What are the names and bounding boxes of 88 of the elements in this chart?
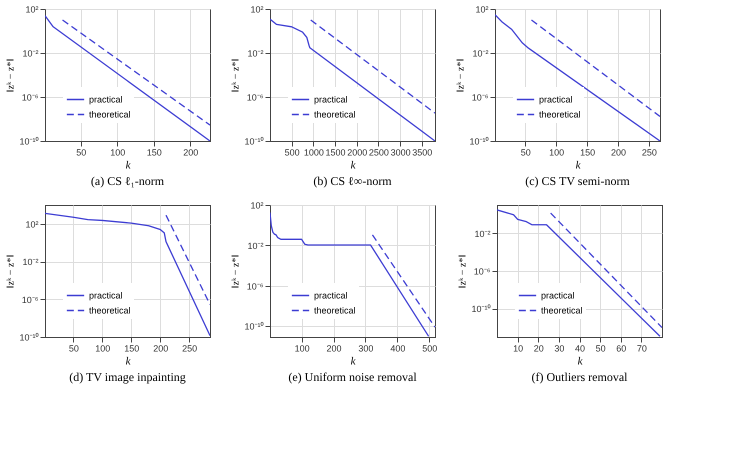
x-tick-label: 3500 xyxy=(412,148,432,158)
x-tick-label: 30 xyxy=(554,344,564,354)
y-tick-label: 10⁻¹⁰ xyxy=(469,136,488,146)
x-axis-title: k xyxy=(126,160,132,172)
x-tick-label: 200 xyxy=(153,344,168,354)
x-tick-label: 150 xyxy=(580,148,596,158)
y-axis-title: ‖zᵏ − z*‖ xyxy=(5,58,16,92)
x-tick-label: 10 xyxy=(513,344,524,354)
y-axis-title: ‖zᵏ − z*‖ xyxy=(230,254,242,288)
y-tick-label: 10⁻² xyxy=(247,48,264,58)
x-tick-label: 70 xyxy=(636,344,647,354)
legend-label: practical xyxy=(541,290,575,300)
y-tick-label: 10⁻¹⁰ xyxy=(471,304,490,314)
legend-label: practical xyxy=(314,290,348,300)
y-tick-label: 10⁻⁶ xyxy=(474,266,491,276)
y-tick-label: 10⁻⁶ xyxy=(22,92,39,102)
x-tick-label: 200 xyxy=(326,344,342,354)
x-tick-label: 200 xyxy=(183,148,198,158)
x-tick-label: 2500 xyxy=(368,148,389,158)
y-tick-label: 10² xyxy=(250,4,264,14)
text: (b) CS ℓ∞-norm xyxy=(313,174,392,188)
y-axis-title: ‖zᵏ − z*‖ xyxy=(457,254,468,288)
x-tick-label: 1500 xyxy=(326,148,346,158)
legend-label: theoretical xyxy=(314,110,356,120)
y-tick-label: 10⁻² xyxy=(22,48,38,58)
x-tick-label: 200 xyxy=(610,148,626,158)
legend-label: theoretical xyxy=(541,306,583,316)
x-tick-label: 3000 xyxy=(390,148,411,158)
y-tick-label: 10⁻⁶ xyxy=(246,281,264,292)
y-tick-label: 10⁻² xyxy=(474,228,490,239)
x-tick-label: 250 xyxy=(182,344,198,354)
text: (d) TV image inpainting xyxy=(69,370,186,384)
legend-label: practical xyxy=(89,94,123,104)
x-tick-label: 400 xyxy=(390,344,406,354)
x-tick-label: 300 xyxy=(358,344,374,354)
x-tick-label: 150 xyxy=(146,148,162,158)
x-tick-label: 2000 xyxy=(347,148,368,158)
x-axis-title: k xyxy=(126,356,132,368)
y-tick-label: 10² xyxy=(25,4,38,14)
x-tick-label: 20 xyxy=(534,344,544,354)
x-tick-label: 60 xyxy=(616,344,626,354)
legend-label: theoretical xyxy=(89,306,131,316)
x-tick-label: 150 xyxy=(124,344,140,354)
x-tick-label: 50 xyxy=(68,344,79,354)
line-series xyxy=(497,209,661,337)
y-tick-label: 10² xyxy=(250,200,264,210)
legend-label: practical xyxy=(539,94,573,104)
x-tick-label: 100 xyxy=(294,344,310,354)
text: (c) CS TV semi-norm xyxy=(525,174,630,188)
x-tick-label: 50 xyxy=(596,344,606,354)
text: (e) Uniform noise removal xyxy=(288,370,418,384)
legend-label: practical xyxy=(314,94,348,104)
x-axis-title: k xyxy=(576,160,582,172)
line-series xyxy=(270,212,430,337)
y-tick-label: 10² xyxy=(25,219,38,230)
y-tick-label: 10⁻⁶ xyxy=(246,92,264,102)
y-tick-label: 10⁻¹⁰ xyxy=(244,322,264,332)
x-tick-label: 500 xyxy=(284,148,300,158)
x-tick-label: 100 xyxy=(95,344,110,354)
y-axis-title: ‖zᵏ − z*‖ xyxy=(230,58,242,92)
y-tick-label: 10⁻⁶ xyxy=(22,294,39,305)
y-tick-label: 10⁻¹⁰ xyxy=(19,332,38,342)
y-tick-label: 10⁻¹⁰ xyxy=(19,136,38,146)
x-tick-label: 250 xyxy=(642,148,657,158)
text: (a) CS ℓ₁-norm xyxy=(90,174,165,188)
text: (f) Outliers removal xyxy=(532,370,628,384)
y-tick-label: 10⁻² xyxy=(22,257,38,268)
y-tick-label: 10⁻² xyxy=(247,240,264,251)
x-tick-label: 40 xyxy=(574,344,586,354)
x-tick-label: 100 xyxy=(549,148,564,158)
y-axis-title: ‖zᵏ − z*‖ xyxy=(455,58,466,92)
y-tick-label: 10⁻⁶ xyxy=(472,92,489,102)
x-tick-label: 50 xyxy=(76,148,86,158)
legend-label: theoretical xyxy=(539,110,581,120)
legend-label: practical xyxy=(89,290,123,300)
legend-label: theoretical xyxy=(89,110,131,120)
x-axis-title: k xyxy=(350,356,357,368)
x-axis-title: k xyxy=(350,160,357,172)
y-tick-label: 10⁻² xyxy=(472,48,488,58)
y-tick-label: 10⁻¹⁰ xyxy=(244,136,264,146)
y-tick-label: 10² xyxy=(475,4,488,14)
x-tick-label: 500 xyxy=(422,344,438,354)
x-axis-title: k xyxy=(578,356,584,368)
x-tick-label: 50 xyxy=(520,148,531,158)
x-tick-label: 1000 xyxy=(304,148,324,158)
legend-label: theoretical xyxy=(314,306,356,316)
x-tick-label: 100 xyxy=(110,148,126,158)
y-axis-title: ‖zᵏ − z*‖ xyxy=(5,254,16,288)
